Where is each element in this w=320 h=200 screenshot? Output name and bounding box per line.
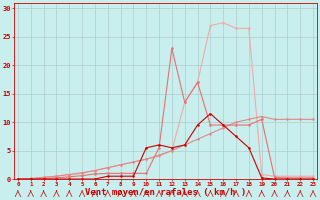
X-axis label: Vent moyen/en rafales ( km/h ): Vent moyen/en rafales ( km/h )	[85, 188, 246, 197]
